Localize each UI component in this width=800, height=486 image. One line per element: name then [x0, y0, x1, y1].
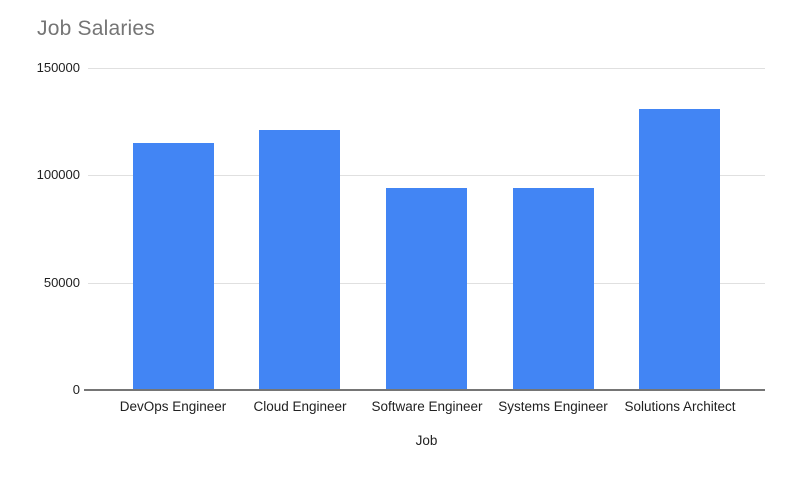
bar-systems-engineer [513, 188, 594, 390]
y-axis-tick-label: 50000 [43, 275, 80, 290]
bar-devops-engineer [133, 143, 214, 390]
x-axis-tick-label: Solutions Architect [624, 399, 736, 414]
x-axis-tick-label: DevOps Engineer [119, 399, 227, 414]
y-axis-tick-label: 100000 [36, 167, 80, 182]
y-axis-tick-label: 0 [72, 382, 80, 397]
x-axis-tick-label: Software Engineer [371, 399, 483, 414]
bar-solutions-architect [639, 109, 720, 390]
chart-title: Job Salaries [37, 17, 155, 40]
y-axis-tick-label: 150000 [36, 60, 80, 75]
x-axis-line [84, 389, 765, 391]
gridline-100000 [88, 175, 765, 176]
gridline-150000 [88, 68, 765, 69]
bar-cloud-engineer [259, 130, 340, 390]
x-axis-title: Job [415, 433, 438, 448]
bar-software-engineer [386, 188, 467, 390]
x-axis-tick-label: Systems Engineer [498, 399, 608, 414]
x-axis-tick-label: Cloud Engineer [253, 399, 347, 414]
